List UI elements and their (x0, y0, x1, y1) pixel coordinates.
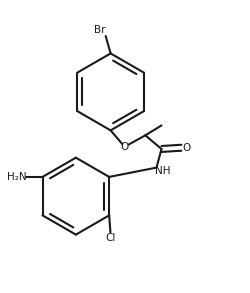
Text: Cl: Cl (105, 234, 115, 243)
Text: H₂N: H₂N (7, 172, 27, 182)
Text: O: O (120, 142, 128, 151)
Text: Br: Br (93, 25, 105, 35)
Text: O: O (182, 143, 190, 153)
Text: NH: NH (154, 166, 170, 176)
